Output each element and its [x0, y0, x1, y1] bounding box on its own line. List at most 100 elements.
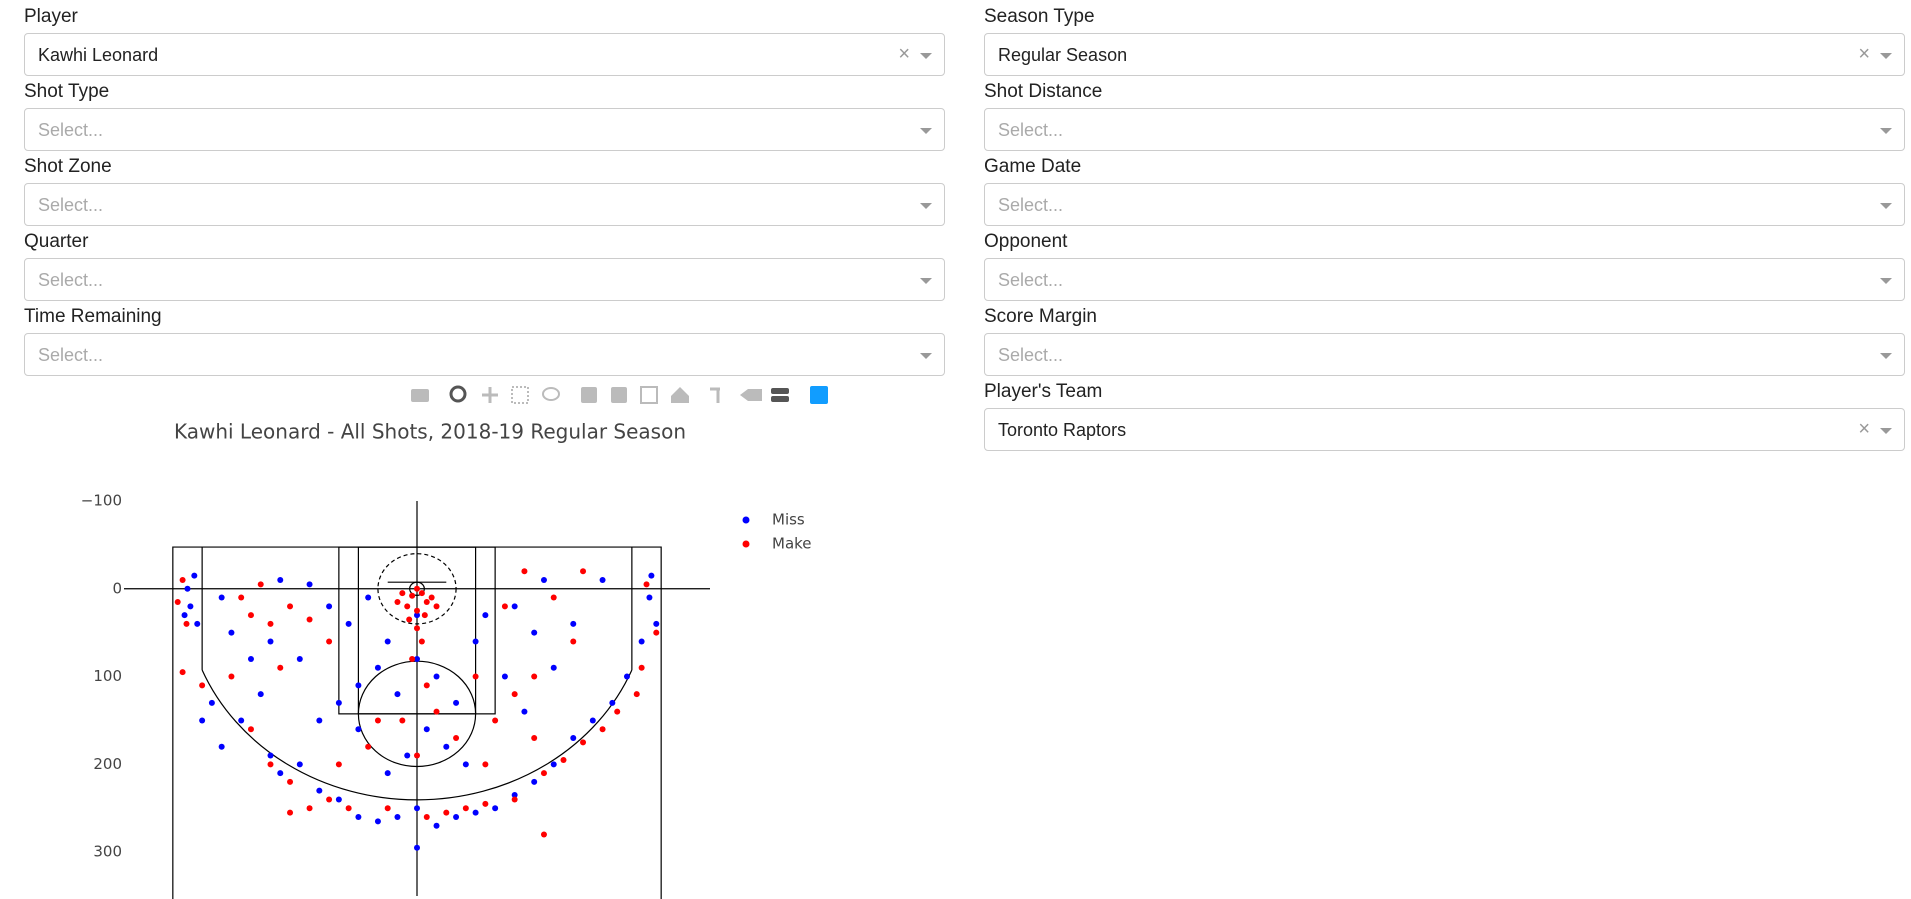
shot-point — [218, 743, 225, 750]
lasso-icon[interactable] — [542, 387, 560, 401]
filter-label: Shot Distance — [984, 81, 1103, 102]
dropdown-arrow[interactable] — [920, 203, 932, 209]
spike-icon[interactable] — [710, 387, 720, 403]
shot-point — [433, 603, 440, 610]
dropdown-arrow[interactable] — [1880, 278, 1892, 284]
shot-point — [531, 673, 538, 680]
clear-button[interactable]: × — [1858, 418, 1870, 440]
shot-point — [492, 805, 499, 812]
shot-point — [443, 743, 450, 750]
shot-point — [521, 568, 528, 575]
dropdown[interactable]: Regular Season × — [984, 33, 1905, 76]
filter-label: Shot Type — [24, 81, 110, 102]
legend-marker — [742, 540, 750, 548]
clear-button[interactable]: × — [898, 43, 910, 65]
shot-point — [277, 664, 284, 671]
shot-point — [208, 699, 215, 706]
shot-point — [296, 656, 303, 662]
zoom-out-icon[interactable] — [611, 387, 627, 403]
plotly-logo[interactable] — [810, 386, 828, 404]
shot-point — [335, 796, 342, 803]
shot-point — [589, 717, 596, 724]
shot-point — [453, 699, 460, 706]
dropdown-arrow[interactable] — [920, 53, 932, 59]
modebar[interactable] — [411, 385, 828, 404]
shot-point — [550, 761, 557, 768]
shot-point — [394, 598, 401, 605]
shot-point — [374, 717, 381, 724]
dropdown[interactable]: Select... — [24, 333, 945, 376]
select-icon[interactable] — [511, 386, 529, 404]
reset-icon[interactable] — [671, 387, 689, 403]
shot-point — [540, 577, 547, 583]
shot-point — [247, 656, 254, 662]
zoom-in-icon[interactable] — [581, 387, 597, 403]
shot-point — [550, 664, 557, 671]
shot-point — [472, 638, 479, 645]
shot-point — [414, 585, 420, 592]
dropdown[interactable]: Select... — [984, 258, 1905, 301]
shot-point — [423, 726, 430, 733]
shot-point — [531, 778, 538, 785]
shot-point — [599, 726, 606, 733]
pan-icon[interactable] — [482, 387, 498, 403]
shot-point — [423, 682, 430, 689]
filter-label: Shot Zone — [24, 156, 112, 177]
filter-label: Player — [24, 6, 78, 27]
shot-point — [194, 620, 201, 627]
shot-point — [623, 673, 630, 680]
dropdown-arrow[interactable] — [1880, 353, 1892, 359]
zoom-icon[interactable] — [449, 385, 467, 403]
clear-button[interactable]: × — [1858, 43, 1870, 65]
shot-point — [511, 796, 518, 803]
dropdown-placeholder: Select... — [998, 195, 1064, 215]
shot-point — [296, 761, 303, 768]
dropdown-arrow[interactable] — [1880, 128, 1892, 134]
filter-label: Time Remaining — [24, 306, 162, 327]
dropdown-arrow[interactable] — [920, 128, 932, 134]
shot-point — [183, 620, 190, 627]
dropdown-arrow[interactable] — [1880, 428, 1892, 434]
shot-point — [399, 590, 406, 597]
dropdown[interactable]: Toronto Raptors × — [984, 408, 1905, 451]
dropdown[interactable]: Select... — [984, 183, 1905, 226]
shot-point — [462, 805, 469, 812]
shot-point — [501, 603, 508, 610]
shot-point — [421, 612, 428, 619]
shot-point — [482, 761, 489, 768]
shot-point — [580, 568, 587, 575]
shot-point — [306, 805, 313, 812]
shot-point — [306, 616, 313, 623]
shot-point — [404, 752, 411, 759]
dropdown[interactable]: Select... — [24, 183, 945, 226]
shot-point — [453, 814, 460, 820]
dropdown[interactable]: Select... — [984, 333, 1905, 376]
hover-closest-icon[interactable] — [740, 389, 762, 401]
dropdown[interactable]: Select... — [24, 108, 945, 151]
dropdown-arrow[interactable] — [1880, 203, 1892, 209]
y-tick-label: 300 — [93, 843, 122, 861]
shot-point — [453, 735, 460, 741]
chart-title: Kawhi Leonard - All Shots, 2018-19 Regul… — [174, 420, 686, 444]
dropdown-arrow[interactable] — [920, 353, 932, 359]
legend-marker — [742, 516, 750, 524]
hover-compare-icon[interactable] — [771, 396, 789, 402]
camera-icon[interactable] — [411, 389, 429, 402]
shot-point — [540, 831, 547, 838]
shot-point — [511, 603, 518, 610]
shot-point — [287, 603, 294, 610]
dropdown-arrow[interactable] — [1880, 53, 1892, 59]
autoscale-icon[interactable] — [640, 386, 658, 404]
shot-point — [277, 770, 284, 777]
dropdown-arrow[interactable] — [920, 278, 932, 284]
dropdown-placeholder: Select... — [998, 270, 1064, 290]
dropdown[interactable]: Select... — [24, 258, 945, 301]
shot-point — [345, 805, 352, 812]
dropdown-placeholder: Select... — [998, 120, 1064, 140]
hover-compare-icon[interactable] — [771, 388, 789, 394]
dropdown[interactable]: Select... — [984, 108, 1905, 151]
shot-point — [374, 664, 381, 671]
shot-point — [384, 805, 391, 812]
dropdown[interactable]: Kawhi Leonard × — [24, 33, 945, 76]
shot-point — [326, 796, 333, 803]
